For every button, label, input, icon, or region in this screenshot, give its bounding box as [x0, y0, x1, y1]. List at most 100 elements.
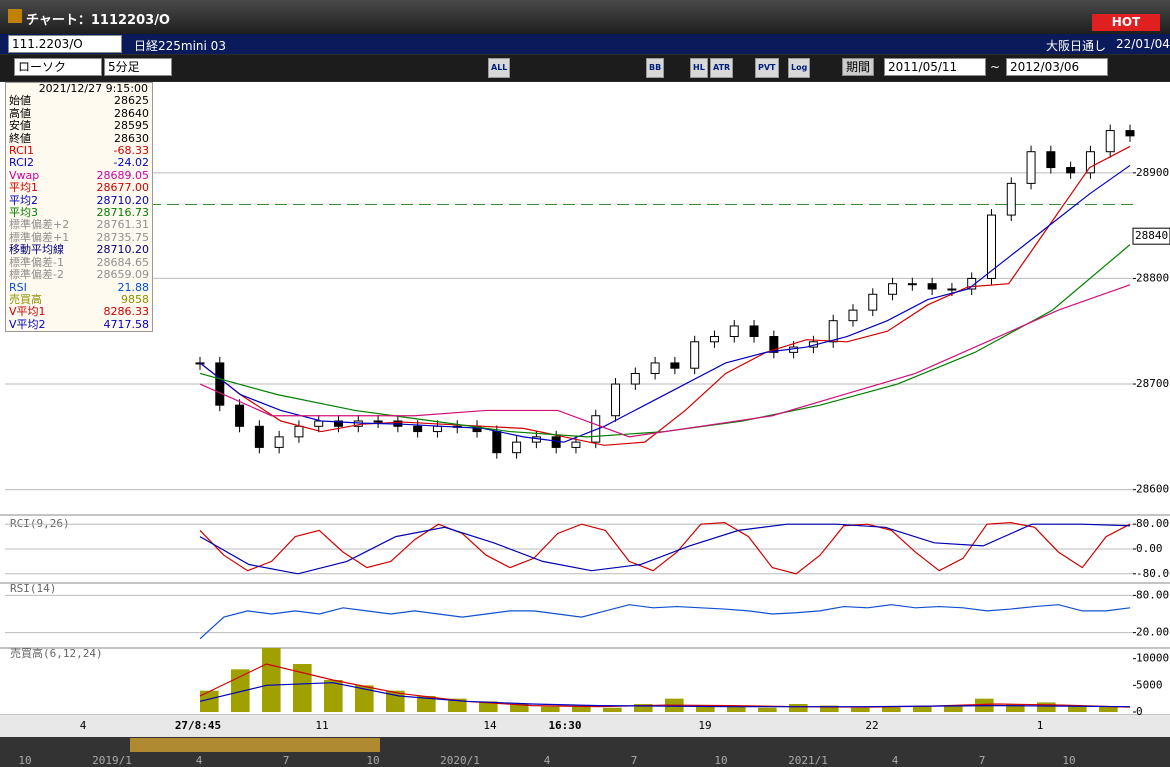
- x-tick-label: 19: [698, 719, 711, 732]
- candle: [591, 415, 601, 443]
- candle: [828, 320, 838, 343]
- symbol-select[interactable]: 111.2203/O: [8, 35, 122, 53]
- style-select[interactable]: ローソク: [14, 58, 102, 76]
- candle: [1125, 130, 1135, 137]
- y-tick-label: 80.00: [1136, 517, 1169, 530]
- info-value: 28684.65: [96, 255, 150, 269]
- y-tick-label: 80.00: [1136, 588, 1169, 601]
- info-row: 標準偏差+2 28761.31: [6, 218, 152, 232]
- volume-bar: [324, 680, 343, 712]
- info-row: 売買高 9858: [6, 293, 152, 306]
- volume-bar: [789, 704, 808, 712]
- tool-button[interactable]: HL: [690, 58, 708, 78]
- info-label: 高値: [9, 106, 31, 120]
- candle: [314, 420, 324, 427]
- candle: [432, 425, 442, 433]
- volume-bar: [603, 707, 622, 712]
- info-value: 28710.20: [96, 243, 150, 257]
- info-row: RCI2 -24.02: [6, 156, 152, 170]
- navigator-thumb: [130, 738, 380, 752]
- from-date[interactable]: 2011/05/11: [884, 58, 986, 76]
- info-row: 始値 28625: [6, 94, 152, 108]
- tool-button[interactable]: ALL: [488, 58, 511, 78]
- volume-bar: [1099, 706, 1118, 712]
- navigator-label: 7: [979, 754, 986, 767]
- candle: [1046, 151, 1056, 169]
- info-value: 28625: [114, 94, 149, 108]
- candle: [611, 383, 621, 417]
- navigator-label: 10: [18, 754, 31, 767]
- session: 大阪日通し: [1046, 39, 1107, 53]
- candle: [1066, 167, 1076, 174]
- hot-button[interactable]: HOT: [1092, 14, 1160, 31]
- toolbar: ローソク 5分足 ALL BB HL ATR PVT Log 期間 2011/0…: [0, 55, 1170, 81]
- info-label: 標準偏差-2: [9, 268, 64, 282]
- volume-bar: [727, 706, 746, 712]
- candle: [709, 336, 719, 343]
- y-tick-label: 28700: [1136, 377, 1169, 390]
- window-title: チャート：1112203/O: [26, 13, 170, 28]
- info-label: 終値: [9, 131, 31, 145]
- volume-bar: [541, 706, 560, 712]
- info-row: 標準偏差+1 28735.75: [6, 231, 152, 244]
- info-label: 標準偏差-1: [9, 255, 64, 269]
- volume-bar: [1068, 705, 1087, 712]
- info-row: 標準偏差-1 28684.65: [6, 255, 152, 269]
- x-tick-label: 1: [1037, 719, 1044, 732]
- info-value: -68.33: [113, 144, 149, 158]
- series-line: [199, 522, 1131, 575]
- y-tick-label: 28600: [1136, 483, 1169, 496]
- info-label: RSI: [9, 280, 27, 294]
- volume-bar: [417, 696, 436, 712]
- chart-bg: [0, 82, 1170, 737]
- tool-button[interactable]: BB: [646, 58, 665, 78]
- candle: [986, 214, 996, 279]
- info-row: 安値 28595: [6, 119, 152, 133]
- volume-bar: [913, 706, 932, 712]
- candle: [630, 372, 640, 385]
- info-row: Vwap 28689.05: [6, 168, 152, 182]
- date: 22/01/04: [1116, 37, 1170, 51]
- info-label: 始値: [9, 94, 31, 108]
- volume-bar: [231, 669, 250, 712]
- info-value: 28595: [114, 119, 149, 133]
- info-label: Vwap: [9, 168, 40, 182]
- info-value: 4717.58: [103, 317, 150, 331]
- info-label: V平均2: [9, 317, 46, 331]
- info-row: 平均3 28716.73: [6, 206, 152, 220]
- candle: [294, 425, 304, 438]
- tool-button[interactable]: ATR: [710, 58, 734, 78]
- volume-bar: [479, 701, 498, 712]
- y-tick-label: 0.00: [1136, 542, 1163, 555]
- volume-bar: [882, 707, 901, 712]
- tool-button[interactable]: PVT: [755, 58, 779, 78]
- x-tick-label: 16:30: [548, 719, 581, 732]
- title-bar: チャート：1112203/O HOT: [0, 0, 1170, 34]
- navigator-label: 10: [714, 754, 727, 767]
- candle: [551, 436, 561, 448]
- candle: [413, 425, 423, 433]
- volume-bar: [510, 704, 529, 712]
- volume-bar: [820, 705, 839, 712]
- x-tick-label: 14: [483, 719, 497, 732]
- tool-button[interactable]: Log: [788, 58, 811, 78]
- info-panel: 2021/12/27 9:15:00 始値 28625 高値 28640 安値 28595…: [5, 82, 153, 333]
- info-label: 平均3: [9, 206, 38, 220]
- volume-bar: [200, 690, 219, 712]
- y-tick-label: 5000: [1136, 678, 1163, 691]
- panel-label: RCI(9,26): [10, 517, 70, 530]
- volume-bar: [851, 707, 870, 712]
- info-value: -24.02: [113, 156, 149, 170]
- period-button[interactable]: 期間: [842, 58, 875, 76]
- info-value: 28677.00: [96, 181, 150, 195]
- to-date[interactable]: 2012/03/06: [1006, 58, 1108, 76]
- candle: [1085, 151, 1095, 174]
- interval-select[interactable]: 5分足: [104, 58, 172, 76]
- candle: [254, 425, 264, 448]
- last-price: 28840: [1135, 229, 1168, 242]
- series-line: [199, 604, 1131, 640]
- info-label: V平均1: [9, 305, 46, 319]
- volume-bar: [758, 707, 777, 712]
- info-value: 28761.31: [96, 218, 150, 232]
